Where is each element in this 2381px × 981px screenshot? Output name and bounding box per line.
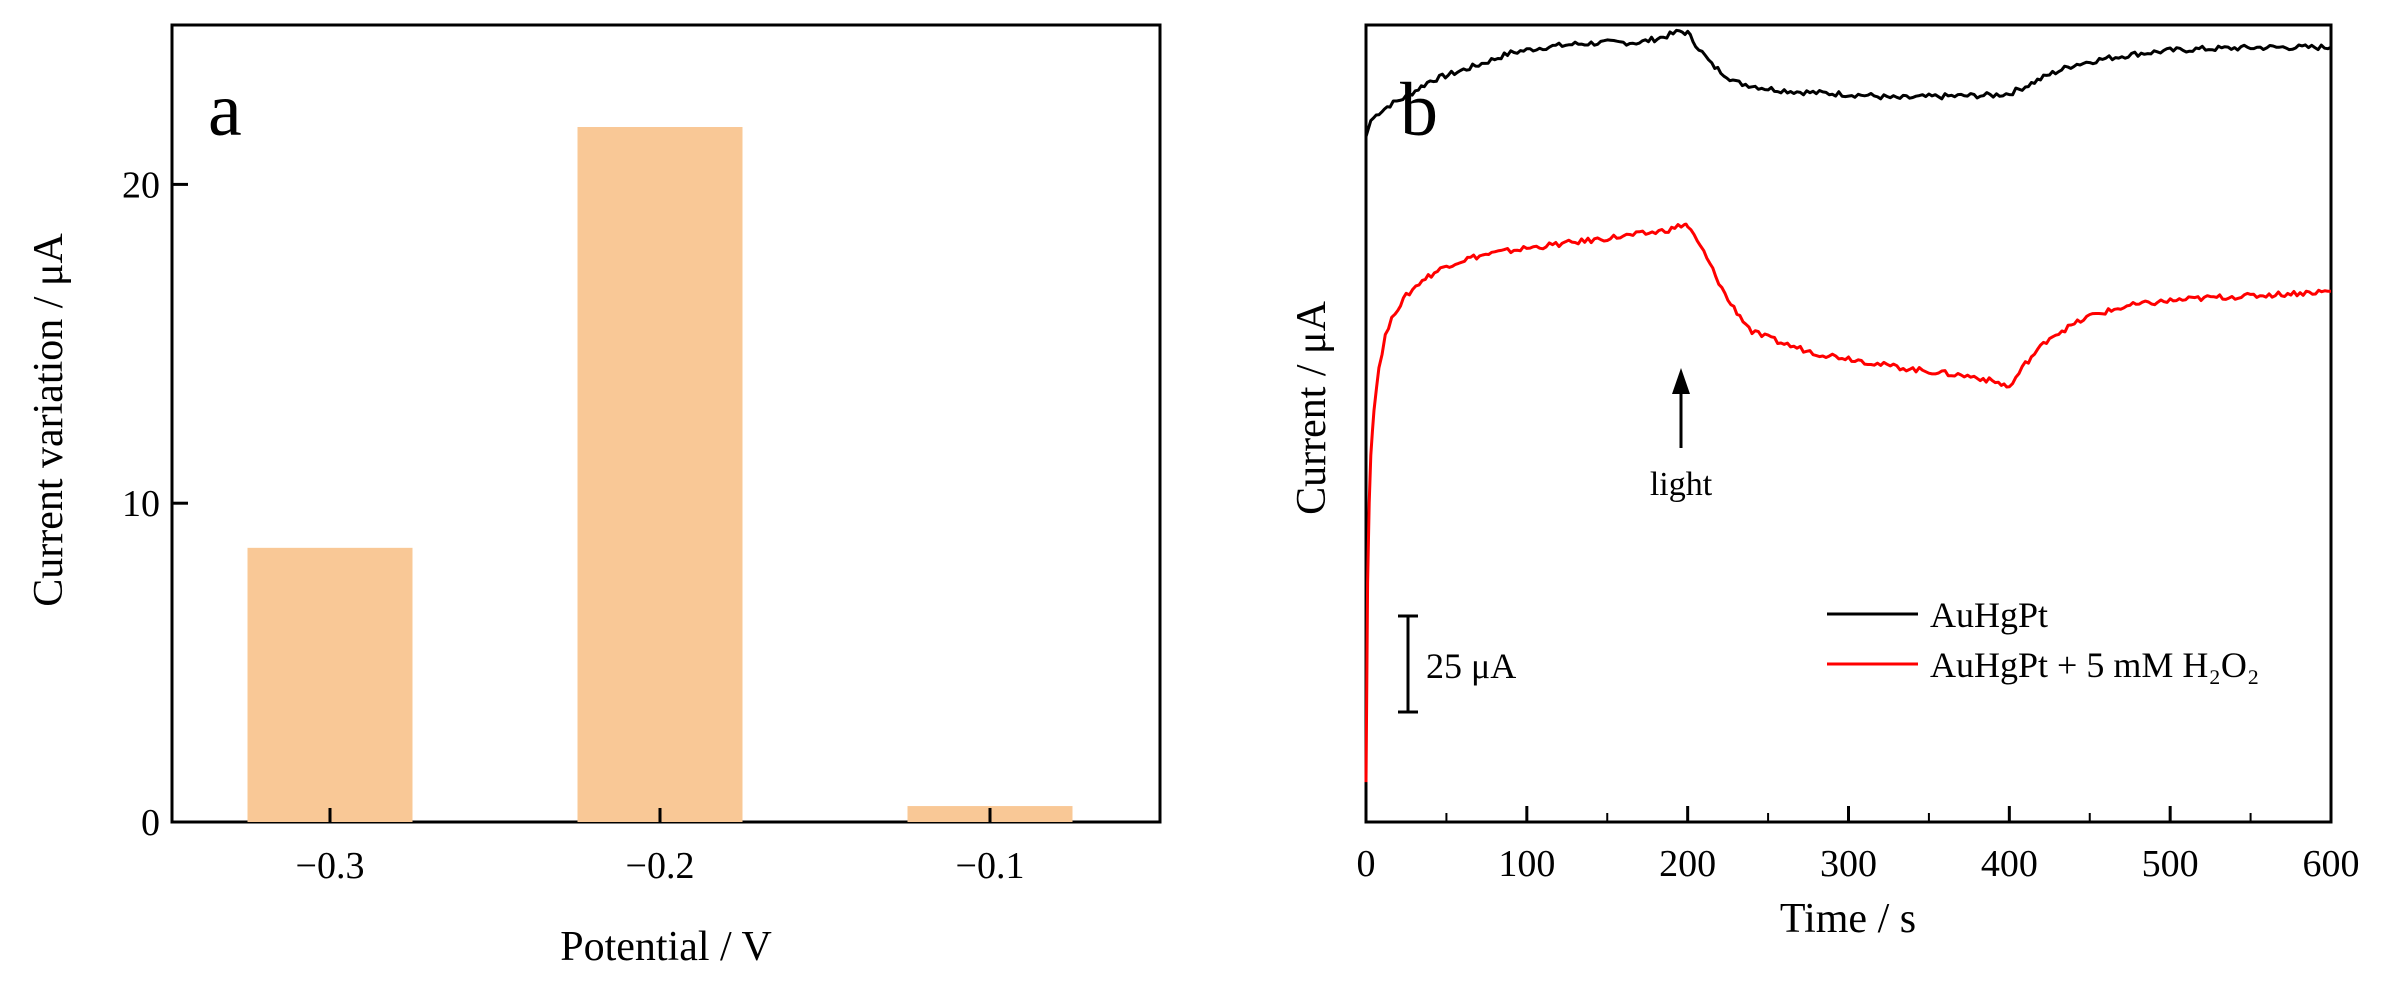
panel-b-x-ticks: 0 100 200 300 400 500 600 (1357, 806, 2360, 885)
b-x-tick-label-4: 400 (1981, 843, 2038, 885)
legend-label-auhgpt: AuHgPt (1930, 595, 2048, 635)
y-tick-label-2: 20 (122, 164, 160, 206)
light-arrow-head (1672, 368, 1690, 394)
x-tick-label-2: −0.1 (956, 845, 1025, 887)
panel-a-y-axis-title: Current variation / μA (26, 233, 72, 607)
b-x-tick-label-5: 500 (2142, 843, 2199, 885)
b-x-tick-label-3: 300 (1820, 843, 1877, 885)
panel-a-y-ticks: 0 10 20 (122, 164, 188, 844)
y-tick-label-1: 10 (122, 483, 160, 525)
panel-b-x-axis-title: Time / s (1780, 896, 1916, 942)
scale-bar: 25 μA (1398, 614, 1516, 714)
x-tick-label-1: −0.2 (626, 845, 695, 887)
panel-b-line-chart: 0 100 200 300 400 500 600 b Time / s Current /… (1289, 23, 2360, 942)
panel-b-plot-frame (1364, 23, 2333, 824)
b-x-tick-label-1: 100 (1498, 843, 1555, 885)
legend: AuHgPt AuHgPt + 5 mM H₂O₂ (1827, 595, 2259, 685)
panel-a-label: a (208, 68, 242, 152)
panel-b-label: b (1400, 68, 1438, 152)
panel-a-x-ticks: −0.3 −0.2 −0.1 (296, 808, 1025, 887)
panel-a-x-axis-title: Potential / V (560, 924, 772, 970)
b-x-tick-label-6: 600 (2303, 843, 2360, 885)
panel-a-bars (247, 127, 1073, 823)
panel-a-bar-chart: 0 10 20 −0.3 −0.2 −0.1 a Potential / V Curre… (26, 23, 1162, 970)
series-line-1 (1364, 222, 2331, 783)
light-label: light (1650, 466, 1713, 503)
b-x-tick-label-2: 200 (1659, 843, 1716, 885)
panel-b-y-axis-title: Current / μA (1289, 300, 1335, 514)
panel-b-series-lines (1364, 28, 2332, 783)
light-annotation: light (1650, 368, 1713, 503)
series-line-0 (1364, 28, 2332, 138)
y-tick-label-0: 0 (141, 802, 160, 844)
legend-label-auhgpt-h2o2: AuHgPt + 5 mM H₂O₂ (1930, 645, 2259, 685)
scale-bar-label: 25 μA (1426, 646, 1516, 686)
bar-0 (247, 547, 413, 822)
b-x-tick-label-0: 0 (1357, 843, 1376, 885)
bar-1 (577, 127, 743, 823)
x-tick-label-0: −0.3 (296, 845, 365, 887)
